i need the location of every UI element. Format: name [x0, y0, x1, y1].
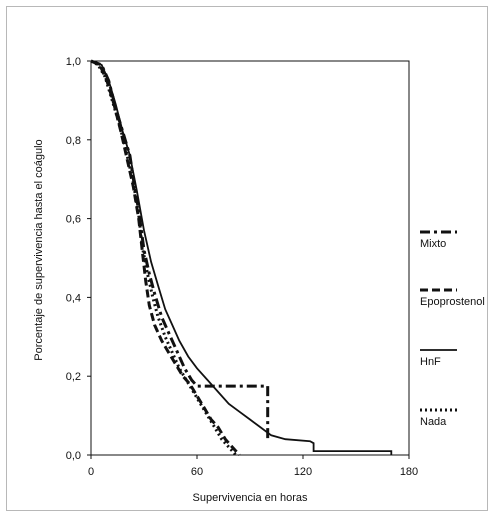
legend: Mixto Epoprostenol HnF Nada: [420, 230, 485, 428]
y-axis-ticks: 0,0 0,2 0,4 0,6 0,8 1,0: [66, 56, 91, 462]
y-tick-label: 0,0: [66, 450, 81, 462]
y-axis-label: Porcentaje de supervivencia hasta el coá…: [33, 139, 45, 360]
x-axis-label: Supervivencia en horas: [193, 492, 308, 504]
y-tick-label: 0,4: [66, 292, 81, 304]
y-tick-label: 1,0: [66, 56, 81, 68]
plot-area: 0 60 120 180 0,0 0,2 0,4 0,6 0,8 1,0: [66, 56, 418, 478]
legend-label-mixto: Mixto: [420, 238, 446, 250]
x-axis-ticks: 0 60 120 180: [88, 455, 418, 478]
plot-border: [90, 60, 410, 456]
y-tick-label: 0,2: [66, 371, 81, 383]
legend-label-epoprostenol: Epoprostenol: [420, 296, 485, 308]
x-tick-label: 180: [400, 466, 418, 478]
x-tick-label: 120: [294, 466, 312, 478]
series-hnf-line: [90, 60, 393, 455]
series-epoprostenol-line: [90, 59, 241, 457]
survival-curves: [90, 59, 393, 457]
legend-label-nada: Nada: [420, 416, 447, 428]
y-tick-label: 0,8: [66, 135, 81, 147]
y-tick-label: 0,6: [66, 214, 81, 226]
chart-frame: [6, 6, 488, 511]
x-tick-label: 0: [88, 466, 94, 478]
series-nada-line: [90, 59, 238, 457]
x-tick-label: 60: [191, 466, 203, 478]
legend-label-hnf: HnF: [420, 356, 441, 368]
